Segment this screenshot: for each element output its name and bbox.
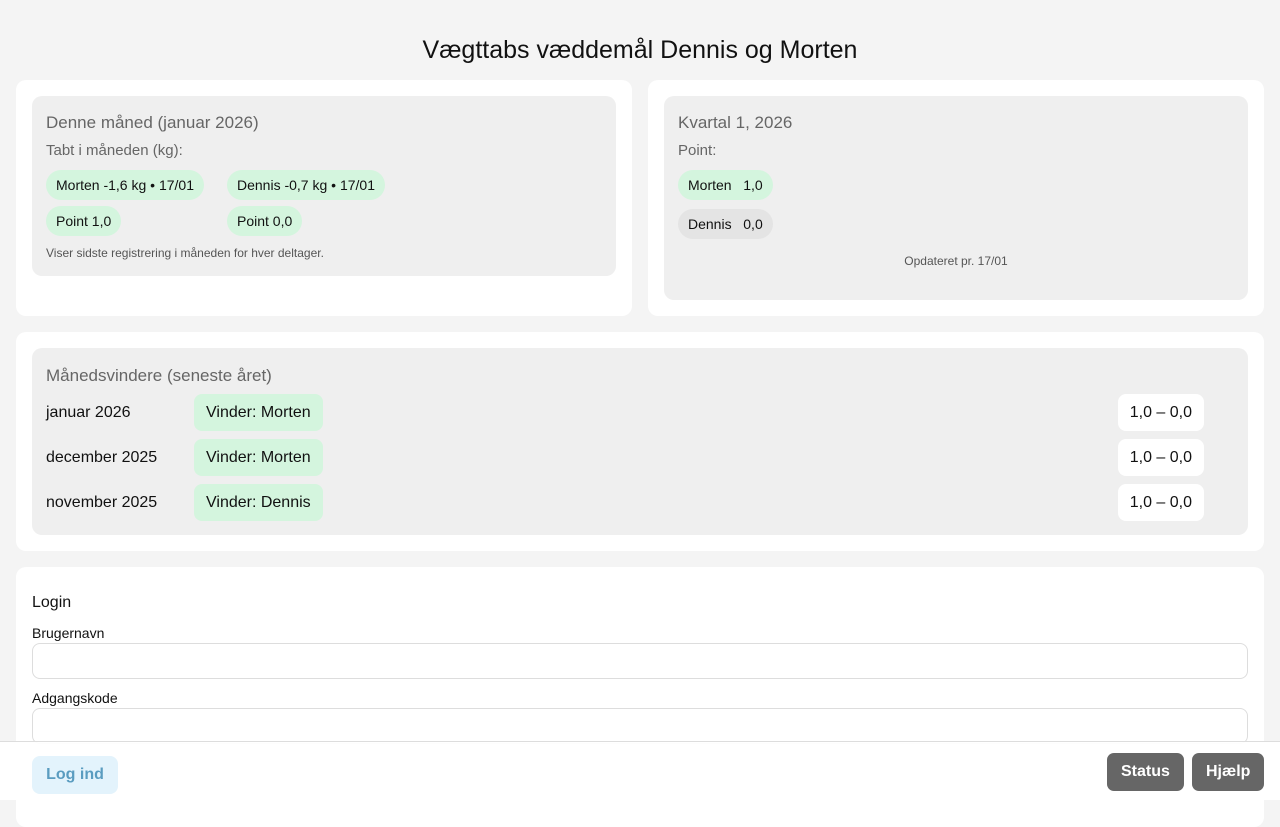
username-label: Brugernavn — [32, 625, 105, 641]
footer-bar: Status Hjælp — [0, 741, 1280, 800]
participant-name: Dennis — [688, 216, 732, 232]
month-card: Denne måned (januar 2026) Tabt i måneden… — [16, 80, 632, 316]
winner-month: januar 2026 — [46, 404, 131, 421]
quarter-row-dennis: Dennis 0,0 — [678, 209, 773, 239]
month-note: Viser sidste registrering i måneden for … — [46, 246, 324, 260]
quarter-subheading: Point: — [678, 142, 717, 159]
dennis-loss-badge: Dennis -0,7 kg • 17/01 — [227, 170, 385, 200]
login-button[interactable]: Log ind — [32, 756, 118, 794]
month-subheading: Tabt i måneden (kg): — [46, 142, 183, 159]
winners-heading: Månedsvindere (seneste året) — [46, 366, 272, 385]
winner-badge: Vinder: Morten — [194, 439, 323, 476]
morten-loss-badge: Morten -1,6 kg • 17/01 — [46, 170, 204, 200]
winners-card: Månedsvindere (seneste året) januar 2026… — [16, 332, 1264, 551]
page-title: Vægttabs væddemål Dennis og Morten — [422, 36, 858, 64]
winner-score: 1,0 – 0,0 — [1117, 439, 1204, 476]
winner-badge: Vinder: Morten — [194, 394, 323, 431]
dennis-points-badge: Point 0,0 — [227, 206, 303, 236]
winner-badge: Vinder: Dennis — [194, 484, 323, 521]
help-button[interactable]: Hjælp — [1192, 753, 1265, 791]
participant-points: 0,0 — [743, 216, 763, 232]
winner-month: december 2025 — [46, 449, 158, 466]
password-input[interactable] — [32, 708, 1248, 744]
status-button[interactable]: Status — [1107, 753, 1184, 791]
winner-row: januar 2026 Vinder: Morten 1,0 – 0,0 — [46, 394, 1204, 432]
winner-row: november 2025 Vinder: Dennis 1,0 – 0,0 — [46, 484, 1204, 522]
quarter-card: Kvartal 1, 2026 Point: Morten 1,0 Dennis… — [648, 80, 1264, 316]
login-heading: Login — [32, 594, 72, 611]
month-heading: Denne måned (januar 2026) — [46, 113, 259, 132]
quarter-row-morten: Morten 1,0 — [678, 170, 773, 200]
quarter-heading: Kvartal 1, 2026 — [678, 113, 793, 132]
morten-points-badge: Point 1,0 — [46, 206, 122, 236]
username-input[interactable] — [32, 643, 1248, 679]
password-label: Adgangskode — [32, 690, 118, 706]
winner-month: november 2025 — [46, 494, 158, 511]
winner-score: 1,0 – 0,0 — [1117, 484, 1204, 521]
quarter-updated: Opdateret pr. 17/01 — [904, 254, 1008, 268]
participant-name: Morten — [688, 177, 732, 193]
participant-points: 1,0 — [743, 177, 763, 193]
winner-row: december 2025 Vinder: Morten 1,0 – 0,0 — [46, 439, 1204, 477]
winner-score: 1,0 – 0,0 — [1117, 394, 1204, 431]
